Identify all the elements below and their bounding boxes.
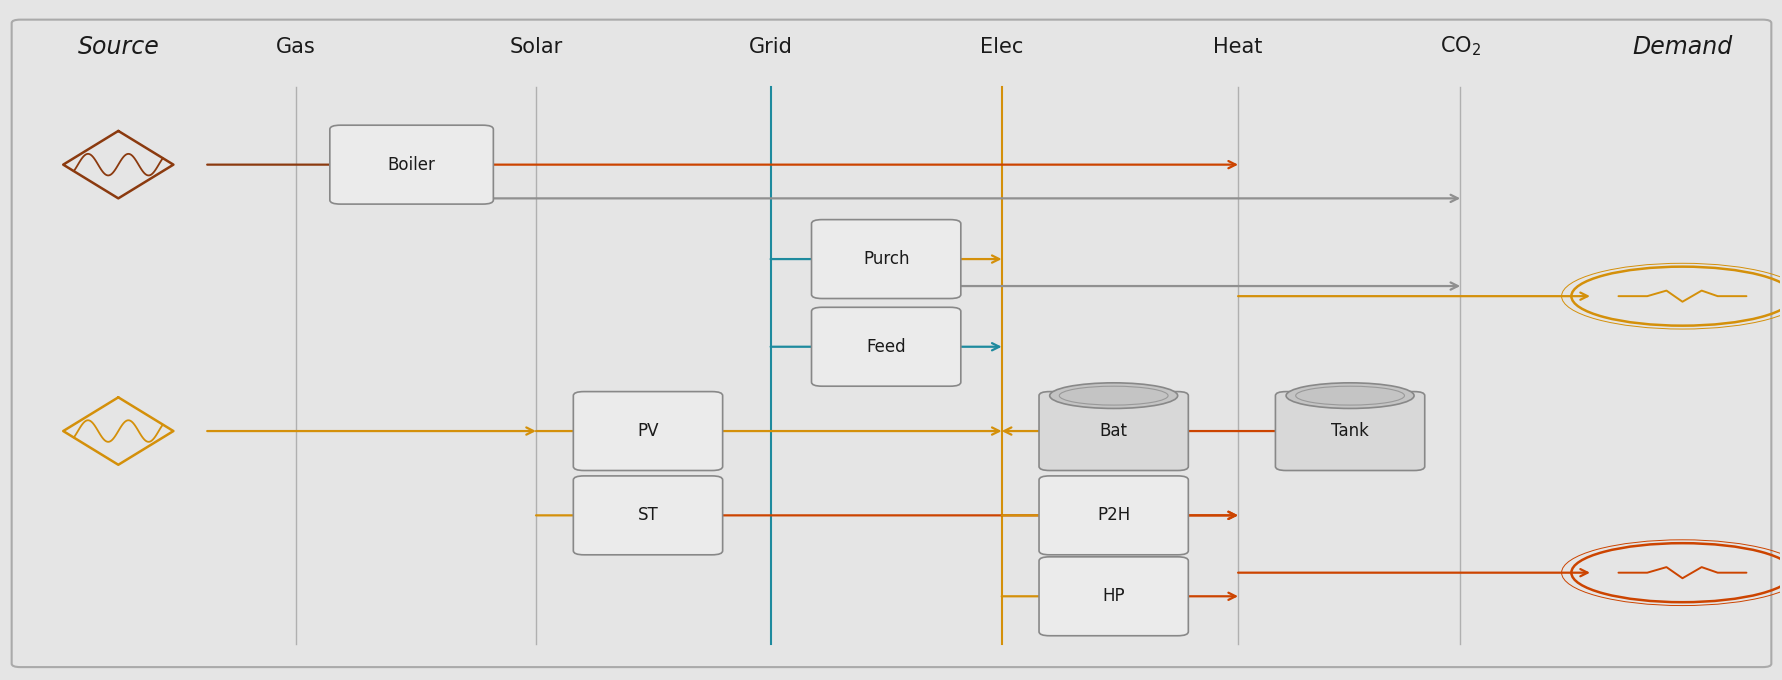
Text: Demand: Demand bbox=[1632, 35, 1732, 58]
Text: CO$_2$: CO$_2$ bbox=[1438, 35, 1481, 58]
Text: PV: PV bbox=[636, 422, 658, 440]
Text: Bat: Bat bbox=[1099, 422, 1126, 440]
FancyBboxPatch shape bbox=[1039, 476, 1187, 555]
Text: Boiler: Boiler bbox=[387, 156, 435, 173]
Text: Heat: Heat bbox=[1214, 37, 1262, 56]
Text: Tank: Tank bbox=[1331, 422, 1369, 440]
Text: Feed: Feed bbox=[866, 338, 905, 356]
FancyBboxPatch shape bbox=[574, 392, 722, 471]
FancyBboxPatch shape bbox=[330, 125, 494, 204]
FancyBboxPatch shape bbox=[1274, 392, 1424, 471]
Text: Grid: Grid bbox=[748, 37, 793, 56]
FancyBboxPatch shape bbox=[811, 307, 960, 386]
Ellipse shape bbox=[1050, 383, 1176, 409]
Text: Gas: Gas bbox=[276, 37, 315, 56]
FancyBboxPatch shape bbox=[574, 476, 722, 555]
Text: Elec: Elec bbox=[980, 37, 1023, 56]
Text: Source: Source bbox=[77, 35, 159, 58]
Text: Solar: Solar bbox=[510, 37, 563, 56]
Text: ST: ST bbox=[638, 507, 658, 524]
FancyBboxPatch shape bbox=[811, 220, 960, 299]
Text: P2H: P2H bbox=[1096, 507, 1130, 524]
Text: Purch: Purch bbox=[862, 250, 909, 268]
FancyBboxPatch shape bbox=[1039, 392, 1187, 471]
Text: HP: HP bbox=[1101, 588, 1124, 605]
Ellipse shape bbox=[1285, 383, 1413, 409]
FancyBboxPatch shape bbox=[1039, 557, 1187, 636]
